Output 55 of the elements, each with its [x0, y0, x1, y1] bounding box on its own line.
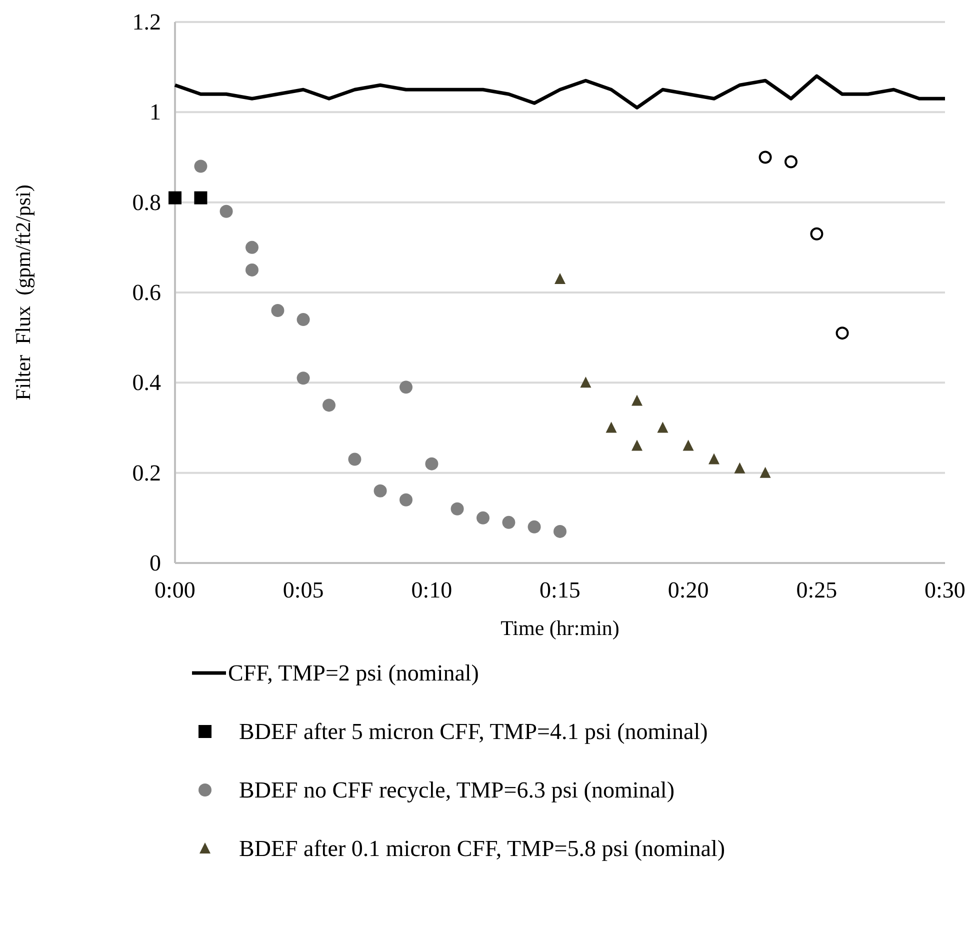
x-tick-label: 0:05 — [282, 578, 324, 602]
point — [836, 326, 849, 340]
point — [348, 452, 362, 466]
y-axis-title: Filter Flux (gpm/ft2/psi) — [11, 184, 35, 400]
x-tick-label: 0:20 — [668, 578, 709, 602]
point — [502, 516, 516, 529]
point — [708, 453, 720, 464]
y-tick-label: 1 — [150, 100, 161, 125]
point — [246, 263, 258, 276]
point — [734, 462, 746, 474]
point — [476, 511, 490, 524]
point — [374, 484, 387, 498]
legend-label: BDEF no CFF recycle, TMP=6.3 psi (nominal) — [239, 778, 674, 802]
point — [632, 440, 642, 451]
point — [682, 440, 694, 451]
x-axis-title: Time (hr:min) — [500, 616, 620, 640]
point — [554, 524, 566, 538]
point — [296, 313, 310, 326]
x-tick-label: 0:25 — [796, 578, 838, 602]
point — [322, 398, 336, 412]
point — [220, 204, 233, 218]
legend-label: CFF, TMP=2 psi (nominal) — [228, 660, 479, 686]
point — [450, 502, 464, 516]
point — [632, 394, 642, 406]
point — [425, 457, 438, 470]
x-tick-label: 0:15 — [540, 578, 580, 602]
y-tick-label: 0.6 — [132, 280, 161, 305]
point — [657, 422, 668, 433]
y-tick-label: 0 — [150, 550, 161, 576]
point — [758, 150, 772, 164]
x-tick-label: 0:00 — [154, 578, 196, 602]
point — [194, 160, 208, 173]
legend-label: BDEF after 0.1 micron CFF, TMP=5.8 psi (nominal) — [239, 836, 726, 861]
y-tick-label: 0.2 — [132, 460, 161, 486]
point — [760, 466, 771, 478]
point — [400, 493, 412, 506]
point — [296, 372, 310, 385]
point — [168, 191, 182, 204]
y-tick-label: 1.2 — [132, 10, 161, 34]
point — [784, 155, 798, 168]
point — [400, 380, 412, 394]
point — [271, 304, 284, 318]
point — [580, 376, 592, 388]
point — [606, 422, 617, 433]
line-series — [173, 74, 947, 110]
x-tick-label: 0:10 — [411, 578, 452, 602]
y-tick-label: 0.8 — [132, 190, 161, 215]
y-tick-label: 0.4 — [132, 370, 162, 396]
point — [194, 191, 208, 204]
point — [246, 240, 258, 254]
x-tick-label: 0:30 — [924, 578, 966, 602]
point — [554, 272, 566, 284]
legend-label: BDEF after 5 micron CFF, TMP=4.1 psi (nominal) — [239, 719, 708, 744]
point — [810, 227, 824, 240]
point — [528, 520, 541, 534]
